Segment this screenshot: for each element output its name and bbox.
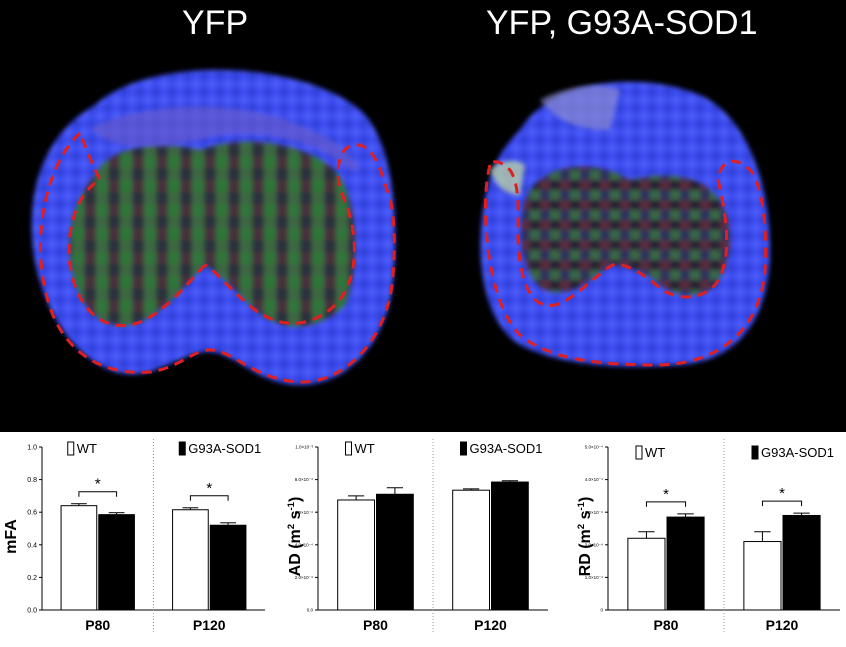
y-tick-label-0-3: 0.6: [27, 510, 37, 517]
y-axis-label-part-2-1: 2: [576, 524, 587, 529]
y-tick-label-1-5: 1.0×10⁻³: [295, 445, 313, 450]
bar-2-P120-G93A-SOD1: [782, 514, 821, 611]
bar-1-P80-WT: [337, 499, 376, 611]
legend-label-0-1: G93A-SOD1: [188, 441, 261, 456]
y-tick-label-0-1: 0.2: [27, 575, 37, 582]
y-axis-label-part-1-0: AD (m: [287, 529, 304, 576]
legend-label-2-1: G93A-SOD1: [761, 445, 834, 460]
significance-star-2-0: *: [663, 486, 669, 503]
y-axis-label-part-2-0: RD (m: [577, 529, 594, 576]
image-title-g93a: YFP, G93A-SOD1: [486, 4, 758, 42]
legend-label-1-0: WT: [355, 441, 375, 456]
cord-image-yfp: [31, 69, 396, 385]
y-tick-label-0-4: 0.8: [27, 477, 37, 484]
cord-image-g93a-sod1: [480, 81, 770, 367]
bar-0-P80-WT: [60, 505, 98, 611]
y-axis-label-0: mFA: [3, 519, 20, 554]
y-axis-label-1: AD (m2 s-1): [286, 497, 304, 577]
category-label-0-1: P120: [193, 617, 226, 633]
category-label-2-0: P80: [654, 617, 679, 633]
y-tick-label-2-2: 2.0×10⁻⁴: [585, 542, 603, 547]
y-tick-label-1-4: 8.0×10⁻⁴: [295, 477, 313, 482]
legend-swatch-1-0: [345, 441, 352, 456]
bar-2-P80-WT: [627, 537, 666, 611]
category-label-2-1: P120: [766, 617, 799, 633]
bar-charts: 0.0 0.2 0.4 0.6 0.8 1.0 mFA P80 * P120 * WT G93A-SOD…: [3, 439, 840, 633]
significance-star-0-1: *: [206, 480, 212, 497]
legend-label-0-0: WT: [77, 441, 97, 456]
category-label-0-0: P80: [85, 617, 110, 633]
bar-0-P120-WT: [172, 509, 209, 611]
legend-swatch-2-0: [635, 445, 643, 460]
bar-2-P80-G93A-SOD1: [666, 516, 705, 611]
y-axis-label-part-2-2: s: [577, 510, 594, 523]
legend-swatch-2-1: [751, 445, 759, 460]
y-axis-label-part-1-1: 2: [286, 524, 297, 529]
category-label-1-0: P80: [363, 617, 388, 633]
y-tick-label-1-2: 4.0×10⁻⁴: [295, 542, 313, 547]
significance-bracket-0-0: [78, 491, 118, 497]
y-tick-label-1-1: 2.0×10⁻⁴: [295, 575, 313, 580]
y-axis-label-part-2-3: -1: [576, 501, 587, 510]
y-tick-label-0-2: 0.4: [27, 542, 37, 549]
y-tick-label-2-0: 0: [600, 608, 603, 613]
y-axis-label-part-1-4: ): [287, 497, 304, 502]
legend-swatch-1-1: [460, 441, 467, 456]
y-tick-label-2-4: 4.0×10⁻⁴: [585, 477, 603, 482]
bar-0-P80-G93A-SOD1: [98, 514, 135, 611]
y-axis-label-part-1-2: s: [287, 510, 304, 523]
bar-1-P120-WT: [452, 489, 491, 611]
dti-images: [31, 69, 770, 385]
significance-star-2-1: *: [779, 485, 785, 502]
y-axis-label-2: RD (m2 s-1): [576, 497, 594, 577]
legend-swatch-0-0: [67, 441, 75, 456]
y-tick-label-0-5: 1.0: [27, 444, 37, 451]
y-tick-label-0-0: 0.0: [27, 607, 37, 614]
legend-label-2-0: WT: [645, 445, 665, 460]
legend-label-1-1: G93A-SOD1: [470, 441, 543, 456]
y-axis-label-part-1-3: -1: [286, 501, 297, 510]
significance-star-0-0: *: [95, 476, 101, 493]
y-tick-label-2-3: 3.0×10⁻⁴: [585, 510, 603, 515]
bar-2-P120-WT: [743, 541, 782, 611]
y-tick-label-2-1: 1.0×10⁻⁴: [585, 575, 603, 580]
bar-1-P80-G93A-SOD1: [376, 493, 414, 611]
image-title-yfp: YFP: [182, 4, 249, 42]
bar-0-P120-G93A-SOD1: [209, 524, 247, 611]
dti-images-panel: YFP YFP, G93A-SOD1: [0, 0, 846, 432]
y-tick-label-2-5: 5.0×10⁻⁴: [585, 445, 603, 450]
y-axis-label-part-2-4: ): [577, 497, 594, 502]
legend-swatch-0-1: [178, 441, 186, 456]
y-tick-label-1-3: 6.0×10⁻⁴: [295, 510, 313, 515]
significance-bracket-2-0: [645, 501, 687, 507]
bar-1-P120-G93A-SOD1: [491, 481, 529, 611]
significance-bracket-2-1: [761, 500, 803, 507]
charts-panel: 0.0 0.2 0.4 0.6 0.8 1.0 mFA P80 * P120 * WT G93A-SOD…: [0, 432, 846, 642]
significance-bracket-0-1: [189, 495, 229, 501]
y-tick-label-1-0: 0.0: [307, 608, 314, 613]
category-label-1-1: P120: [474, 617, 507, 633]
